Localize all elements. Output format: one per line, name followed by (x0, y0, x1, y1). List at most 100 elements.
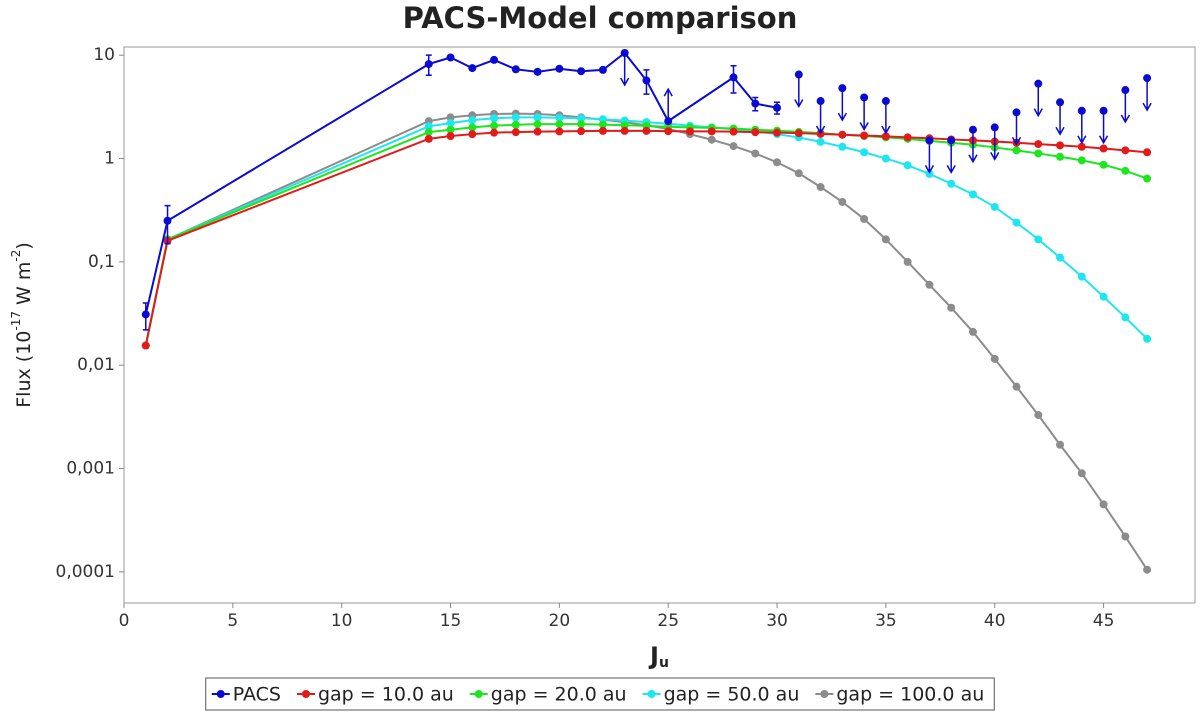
data-point (729, 127, 738, 136)
x-tick-label: 15 (440, 611, 462, 631)
data-point (555, 120, 564, 129)
upper-limit-point (1056, 98, 1065, 107)
upper-limit-point (1034, 79, 1043, 88)
data-point (1056, 253, 1065, 262)
data-point (446, 132, 455, 141)
data-point (577, 67, 586, 76)
data-point (424, 60, 433, 69)
data-point (1143, 334, 1152, 343)
data-point (1077, 142, 1086, 151)
y-tick-label: 0,1 (88, 252, 115, 272)
data-point (642, 76, 651, 85)
data-point (1143, 148, 1152, 157)
data-point (620, 121, 629, 130)
data-point (1099, 144, 1108, 153)
data-point (577, 120, 586, 129)
upper-limit-point (1012, 108, 1021, 117)
upper-limit-point (947, 136, 956, 145)
legend-item: gap = 50.0 au (642, 684, 799, 706)
data-point (1143, 174, 1152, 183)
data-point (881, 154, 890, 163)
data-point (533, 67, 542, 76)
data-point (555, 64, 564, 73)
data-point (968, 190, 977, 199)
legend-item: gap = 100.0 au (815, 684, 984, 706)
data-point (751, 99, 760, 108)
data-point (707, 135, 716, 144)
data-point (446, 53, 455, 62)
data-point (141, 310, 150, 319)
upper-limit-point (1099, 106, 1108, 115)
x-axis-label-part: J (648, 642, 659, 670)
y-axis-label-part: ) (13, 242, 35, 249)
data-point (1121, 313, 1130, 322)
data-point (816, 183, 825, 192)
y-tick-label: 0,0001 (56, 562, 115, 582)
data-point (664, 117, 673, 126)
legend-label: gap = 10.0 au (318, 684, 454, 706)
data-point (1121, 166, 1130, 175)
data-point (881, 235, 890, 244)
data-point (947, 179, 956, 188)
upper-limit-point (838, 84, 847, 93)
data-point (1056, 141, 1065, 150)
legend-item: gap = 20.0 au (469, 684, 627, 706)
legend-marker (820, 690, 829, 698)
data-point (642, 126, 651, 135)
legend: PACS gap = 10.0 au gap = 20.0 au gap = 50.0… (205, 677, 995, 711)
data-point (729, 73, 738, 82)
y-axis-label-part: Flux (10 (13, 331, 35, 408)
plot-area (123, 46, 1196, 604)
data-point (968, 327, 977, 336)
data-point (1034, 235, 1043, 244)
data-point (1099, 160, 1108, 169)
data-point (990, 202, 999, 211)
data-point (620, 48, 629, 57)
limit-arrow (1033, 83, 1043, 118)
y-axis-label-part: -2 (9, 250, 23, 262)
data-point (816, 137, 825, 146)
data-point (860, 214, 869, 223)
data-point (1121, 532, 1130, 541)
data-point (555, 127, 564, 136)
limit-arrow (663, 87, 673, 122)
y-tick-label: 10 (93, 45, 115, 65)
legend-marker (216, 690, 225, 698)
data-point (1012, 218, 1021, 227)
data-point (903, 257, 912, 266)
data-point (903, 133, 912, 142)
data-point (1099, 292, 1108, 301)
upper-limit-point (816, 97, 825, 106)
limit-arrow (924, 140, 935, 174)
data-point (751, 149, 760, 158)
data-point (925, 169, 934, 178)
data-point (424, 134, 433, 143)
data-point (424, 128, 433, 137)
series (141, 48, 1152, 331)
legend-label: gap = 100.0 au (836, 684, 984, 706)
data-point (1121, 146, 1130, 155)
limit-arrow (794, 74, 804, 109)
data-point (490, 121, 499, 130)
data-point (424, 122, 433, 131)
x-tick-label: 10 (331, 611, 353, 631)
x-tick-label: 30 (766, 611, 788, 631)
data-point (729, 142, 738, 151)
data-point (511, 128, 520, 137)
data-point (1099, 500, 1108, 509)
data-point (773, 103, 782, 112)
upper-limit-point (925, 136, 934, 145)
data-point (881, 132, 890, 141)
y-tick-label: 1 (104, 149, 115, 169)
data-point (860, 148, 869, 157)
series (141, 120, 1152, 350)
data-point (794, 169, 803, 178)
x-axis-label-part: u (659, 655, 669, 671)
data-point (838, 142, 847, 151)
data-point (163, 216, 172, 225)
data-point (468, 130, 477, 139)
data-point (533, 113, 542, 122)
data-point (947, 303, 956, 312)
data-point (511, 65, 520, 74)
limit-arrow (1055, 102, 1065, 136)
